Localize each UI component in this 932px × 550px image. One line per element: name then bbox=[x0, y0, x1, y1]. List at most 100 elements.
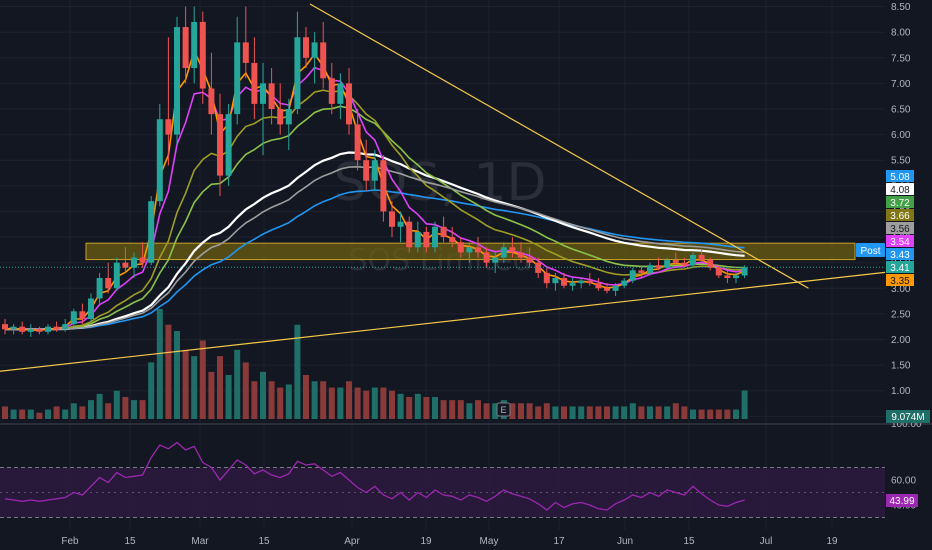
candle-body bbox=[45, 326, 51, 332]
candle-body bbox=[655, 265, 662, 268]
volume-bar bbox=[492, 403, 499, 419]
candle-body bbox=[543, 272, 550, 284]
volume-bar bbox=[518, 403, 524, 419]
candle-body bbox=[449, 237, 456, 243]
candle-body bbox=[191, 21, 198, 69]
volume-bar bbox=[10, 409, 17, 419]
volume-bar bbox=[182, 349, 189, 419]
price-tag-box bbox=[886, 170, 914, 182]
volume-bar bbox=[543, 403, 550, 419]
volume-bar bbox=[88, 400, 94, 419]
candle-body bbox=[681, 262, 688, 266]
volume-bar bbox=[251, 381, 258, 419]
volume-bar bbox=[156, 309, 163, 419]
price-tags: 5.08 4.08 3.72 3.66 3.56 3.54 3.43 3.41 3.35 bbox=[886, 170, 914, 287]
candle-body bbox=[389, 211, 395, 227]
volume-bar bbox=[311, 381, 318, 419]
volume-bar bbox=[466, 403, 473, 419]
time-axis-tick: 19 bbox=[420, 536, 432, 547]
price-axis-tick: 2.50 bbox=[891, 309, 911, 320]
volume-bar bbox=[621, 406, 628, 419]
price-tag-box bbox=[886, 261, 914, 273]
volume-bar bbox=[208, 371, 215, 419]
rsi-line bbox=[4, 441, 745, 511]
volume-bar bbox=[483, 403, 490, 419]
volume-bar bbox=[672, 403, 679, 419]
volume-bar bbox=[174, 331, 180, 419]
candle-body bbox=[53, 326, 60, 330]
candle-body bbox=[621, 280, 628, 286]
candle-body bbox=[96, 278, 103, 299]
volume-bar bbox=[260, 371, 266, 419]
candle-body bbox=[217, 114, 223, 176]
price-axis-tick: 6.00 bbox=[891, 130, 911, 141]
price-axis-tick: 7.50 bbox=[891, 53, 911, 64]
price-tag: 4.08 bbox=[886, 183, 914, 196]
support-trendline[interactable] bbox=[0, 271, 886, 372]
candle-body bbox=[440, 226, 447, 238]
candle-body bbox=[552, 278, 559, 284]
candle-body bbox=[500, 247, 507, 258]
candle-body bbox=[328, 78, 335, 104]
time-axis-tick: Jul bbox=[760, 536, 773, 547]
volume-bar bbox=[148, 362, 155, 419]
price-tag-box bbox=[886, 248, 914, 260]
volume-bar bbox=[475, 400, 481, 419]
volume-bar bbox=[389, 390, 395, 419]
volume-bar bbox=[36, 412, 43, 419]
volume-bar bbox=[225, 375, 232, 419]
earnings-marker[interactable]: E bbox=[496, 402, 511, 417]
time-axis-tick: 19 bbox=[826, 536, 838, 547]
post-market-label: Post bbox=[856, 243, 885, 257]
volume-bar bbox=[234, 349, 241, 419]
price-tag: 3.41 bbox=[886, 261, 914, 274]
time-axis-bg bbox=[0, 531, 932, 550]
resistance-trendline[interactable] bbox=[309, 3, 809, 289]
candle-body bbox=[122, 262, 129, 268]
candle-body bbox=[457, 242, 464, 253]
volume-bar bbox=[45, 409, 51, 419]
candle-body bbox=[423, 231, 430, 248]
candle-body bbox=[277, 109, 284, 125]
candle-body bbox=[70, 311, 77, 325]
candle-body bbox=[303, 37, 309, 58]
price-tag-label: 3.43 bbox=[890, 250, 910, 261]
candle-body bbox=[268, 83, 275, 109]
volume-bar bbox=[131, 400, 137, 419]
price-tag-box bbox=[886, 196, 914, 208]
price-axis-tick: 5.50 bbox=[891, 156, 911, 167]
volume-bar bbox=[612, 406, 619, 419]
volume-bar bbox=[363, 390, 370, 419]
volume-bars bbox=[2, 309, 748, 419]
candle-body bbox=[509, 247, 516, 253]
rsi-value-tag: 43.99 bbox=[886, 494, 918, 507]
time-axis-tick: 15 bbox=[258, 536, 270, 547]
volume-bar bbox=[638, 406, 645, 419]
volume-bar bbox=[457, 400, 464, 419]
volume-bar bbox=[604, 406, 610, 419]
time-axis-tick: Apr bbox=[344, 536, 360, 547]
volume-bar bbox=[715, 409, 722, 419]
volume-bar bbox=[79, 406, 86, 419]
volume-bar bbox=[105, 403, 112, 419]
volume-bar bbox=[690, 409, 696, 419]
volume-bar bbox=[380, 387, 387, 419]
price-tag-label: 5.08 bbox=[890, 172, 910, 183]
candle-body bbox=[629, 270, 636, 281]
rsi-band-fill bbox=[0, 467, 885, 518]
candle-body bbox=[707, 260, 714, 268]
volume-bar bbox=[277, 387, 284, 419]
earnings-marker-box[interactable] bbox=[496, 402, 511, 417]
time-axis-tick: 15 bbox=[124, 536, 136, 547]
time-axis[interactable]: Feb 15 Mar 15 Apr 19 May 17 Jun 15 Jul 19 bbox=[0, 531, 932, 550]
volume-bar bbox=[371, 387, 378, 419]
candle-body bbox=[535, 262, 542, 273]
candle-body bbox=[165, 119, 172, 135]
volume-bar bbox=[561, 406, 567, 419]
volume-bar bbox=[629, 403, 636, 419]
candle-body bbox=[612, 285, 619, 291]
candle-body bbox=[690, 254, 696, 266]
volume-bar bbox=[423, 397, 430, 419]
